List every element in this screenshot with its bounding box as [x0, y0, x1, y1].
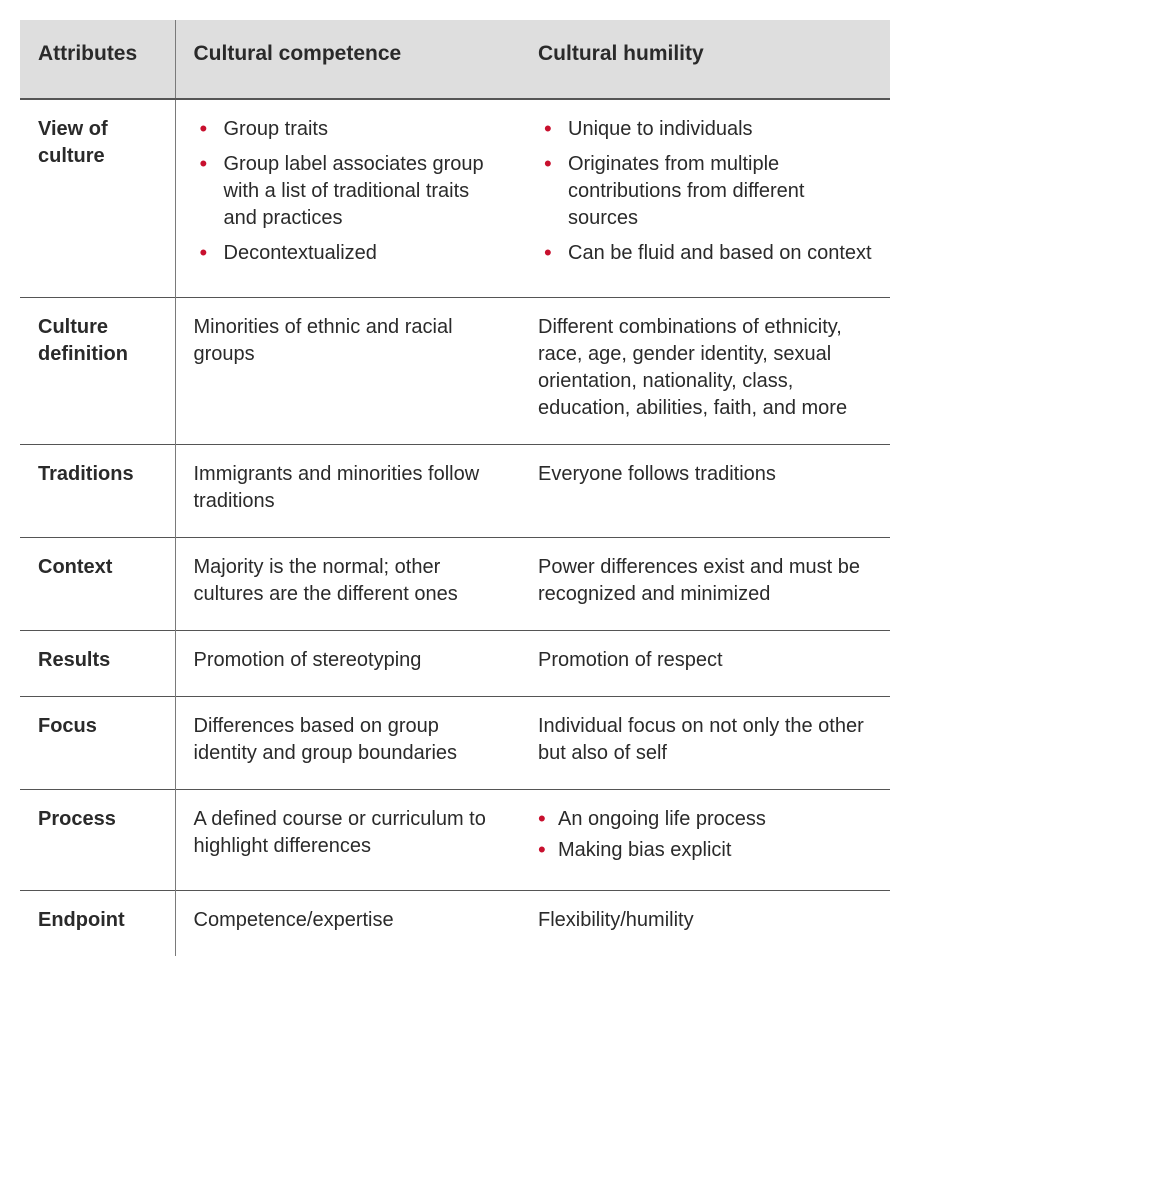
header-attributes: Attributes	[20, 20, 175, 99]
attr-label: Focus	[20, 697, 175, 790]
attr-label: Endpoint	[20, 891, 175, 957]
list-item: Unique to individuals	[538, 116, 872, 143]
header-row: Attributes Cultural competence Cultural …	[20, 20, 890, 99]
attr-label: Context	[20, 538, 175, 631]
table-row: Results Promotion of stereotyping Promot…	[20, 631, 890, 697]
list-item: Making bias explicit	[538, 837, 872, 864]
table-row: Process A defined course or curriculum t…	[20, 790, 890, 891]
list-item: Group label associates group with a list…	[194, 151, 503, 232]
table-row: Endpoint Competence/expertise Flexibilit…	[20, 891, 890, 957]
comparison-table: Attributes Cultural competence Cultural …	[20, 20, 890, 956]
competence-cell: Majority is the normal; other cultures a…	[175, 538, 520, 631]
humility-cell: Individual focus on not only the other b…	[520, 697, 890, 790]
competence-cell: A defined course or curriculum to highli…	[175, 790, 520, 891]
list-item: An ongoing life process	[538, 806, 872, 833]
list-item: Originates from multiple contributions f…	[538, 151, 872, 232]
bullet-list: Group traits Group label associates grou…	[194, 116, 503, 267]
list-item: Group traits	[194, 116, 503, 143]
humility-cell: Power differences exist and must be reco…	[520, 538, 890, 631]
attr-label: View of culture	[20, 99, 175, 298]
competence-cell: Competence/expertise	[175, 891, 520, 957]
bullet-list: Unique to individuals Originates from mu…	[538, 116, 872, 267]
table-row: Traditions Immigrants and minorities fol…	[20, 445, 890, 538]
competence-cell: Promotion of stereotyping	[175, 631, 520, 697]
competence-cell: Group traits Group label associates grou…	[175, 99, 520, 298]
competence-cell: Minorities of ethnic and racial groups	[175, 298, 520, 445]
header-humility: Cultural humility	[520, 20, 890, 99]
list-item: Can be fluid and based on context	[538, 240, 872, 267]
table-row: Focus Differences based on group identit…	[20, 697, 890, 790]
table-row: Culture definition Minorities of ethnic …	[20, 298, 890, 445]
attr-label: Process	[20, 790, 175, 891]
table-row: View of culture Group traits Group label…	[20, 99, 890, 298]
list-item: Decontextualized	[194, 240, 503, 267]
humility-cell: Promotion of respect	[520, 631, 890, 697]
table-row: Context Majority is the normal; other cu…	[20, 538, 890, 631]
competence-cell: Differences based on group identity and …	[175, 697, 520, 790]
humility-cell: Flexibility/humility	[520, 891, 890, 957]
humility-cell: Unique to individuals Originates from mu…	[520, 99, 890, 298]
bullet-list: An ongoing life process Making bias expl…	[538, 806, 872, 864]
table-body: View of culture Group traits Group label…	[20, 99, 890, 956]
humility-cell: Different combinations of ethnicity, rac…	[520, 298, 890, 445]
attr-label: Results	[20, 631, 175, 697]
humility-cell: Everyone follows traditions	[520, 445, 890, 538]
attr-label: Culture definition	[20, 298, 175, 445]
header-competence: Cultural competence	[175, 20, 520, 99]
humility-cell: An ongoing life process Making bias expl…	[520, 790, 890, 891]
competence-cell: Immigrants and minorities follow traditi…	[175, 445, 520, 538]
attr-label: Traditions	[20, 445, 175, 538]
